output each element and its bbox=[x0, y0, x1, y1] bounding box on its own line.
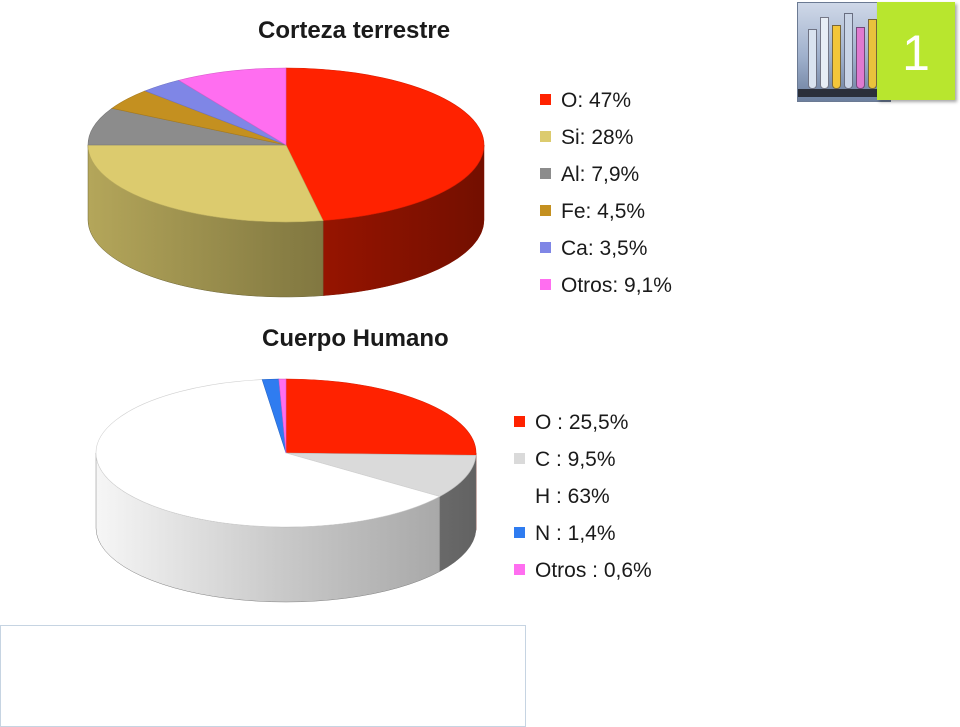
cuerpo-legend-label-o: O : 25,5% bbox=[535, 411, 628, 434]
cuerpo-legend-swatch-n bbox=[514, 527, 525, 538]
cuerpo-legend-swatch-o bbox=[514, 416, 525, 427]
cuerpo-legend-item-otros: Otros : 0,6% bbox=[514, 556, 652, 593]
slide-number-badge: 1 bbox=[877, 2, 955, 100]
cuerpo-legend-swatch-h bbox=[514, 490, 525, 501]
cuerpo-legend-item-h: H : 63% bbox=[514, 482, 652, 519]
slide-thumbnail: 1 bbox=[797, 2, 957, 102]
cuerpo-legend-label-n: N : 1,4% bbox=[535, 522, 616, 545]
cuerpo-legend-swatch-otros bbox=[514, 564, 525, 575]
cuerpo-legend-swatch-c bbox=[514, 453, 525, 464]
cuerpo-legend-label-h: H : 63% bbox=[535, 485, 610, 508]
cuerpo-legend-item-c: C : 9,5% bbox=[514, 445, 652, 482]
cuerpo-legend-item-o: O : 25,5% bbox=[514, 408, 652, 445]
notes-box bbox=[0, 625, 526, 727]
slide-number: 1 bbox=[877, 28, 955, 78]
cuerpo-legend-label-otros: Otros : 0,6% bbox=[535, 559, 652, 582]
cuerpo-legend-item-n: N : 1,4% bbox=[514, 519, 652, 556]
cuerpo-slice-o bbox=[286, 379, 476, 455]
legend-cuerpo: O : 25,5% C : 9,5% H : 63% N : 1,4% Otros : … bbox=[514, 408, 652, 593]
cuerpo-legend-label-c: C : 9,5% bbox=[535, 448, 616, 471]
